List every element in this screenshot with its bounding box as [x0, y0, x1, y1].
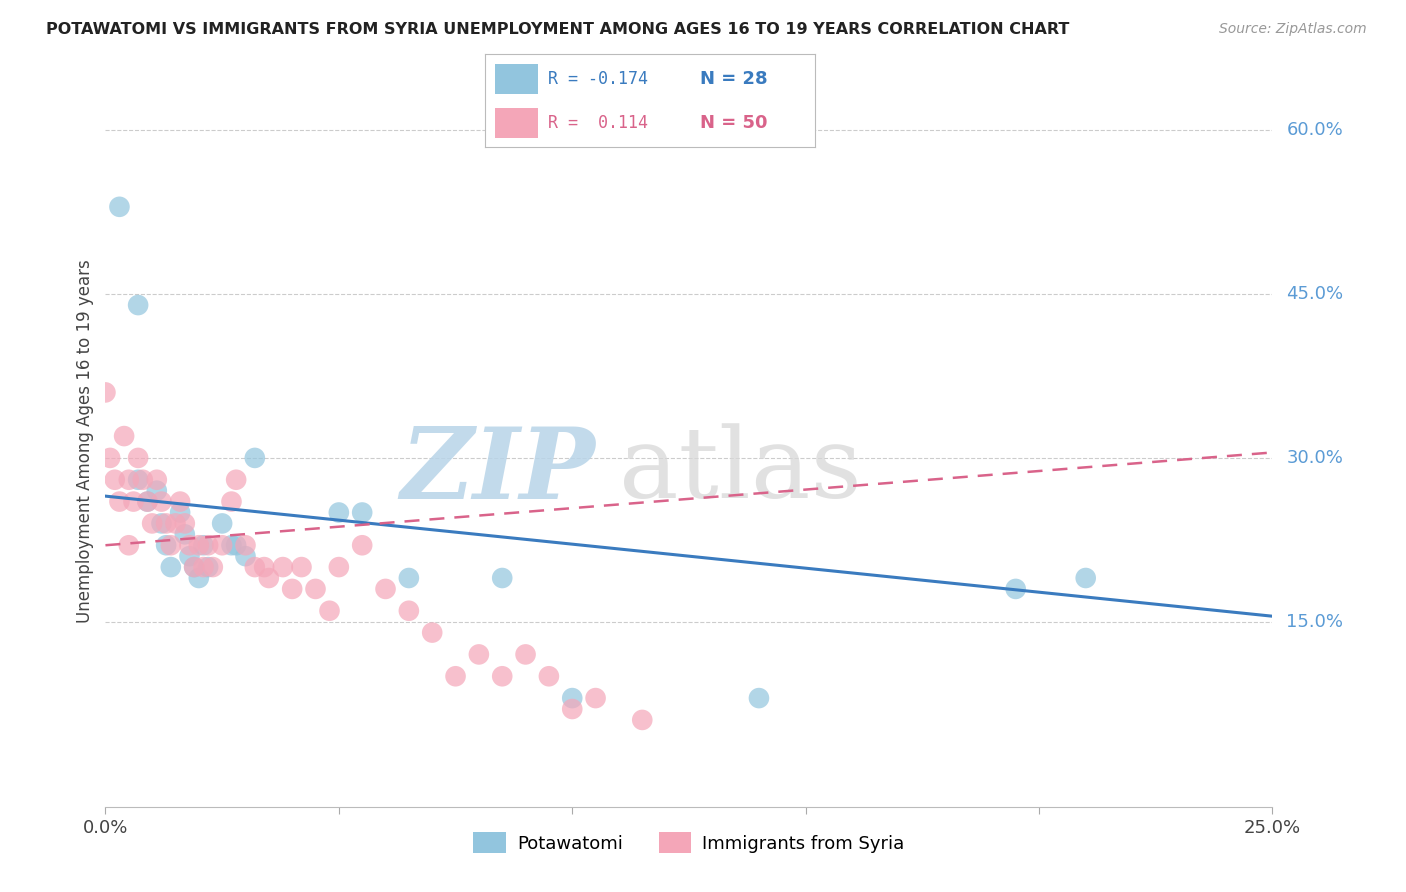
Point	[444, 669, 467, 683]
Point	[352, 538, 374, 552]
Point	[420, 625, 443, 640]
Point	[127, 450, 149, 465]
Text: Source: ZipAtlas.com: Source: ZipAtlas.com	[1219, 22, 1367, 37]
Text: R = -0.174: R = -0.174	[548, 70, 648, 87]
Point	[221, 494, 243, 508]
Point	[112, 429, 135, 443]
Point	[173, 527, 195, 541]
Point	[108, 494, 131, 508]
Point	[235, 538, 257, 552]
Point	[132, 473, 155, 487]
Text: atlas: atlas	[619, 423, 862, 518]
Point	[281, 582, 304, 596]
Point	[290, 560, 312, 574]
Point	[169, 494, 191, 508]
Bar	[495, 64, 538, 94]
Point	[118, 473, 141, 487]
Point	[136, 494, 159, 508]
Point	[211, 516, 233, 531]
Point	[118, 538, 141, 552]
Point	[183, 560, 205, 574]
Y-axis label: Unemployment Among Ages 16 to 19 years: Unemployment Among Ages 16 to 19 years	[76, 260, 94, 624]
Point	[173, 516, 195, 531]
Point	[398, 604, 420, 618]
Point	[243, 450, 266, 465]
Point	[179, 538, 201, 552]
Text: POTAWATOMI VS IMMIGRANTS FROM SYRIA UNEMPLOYMENT AMONG AGES 16 TO 19 YEARS CORRE: POTAWATOMI VS IMMIGRANTS FROM SYRIA UNEM…	[46, 22, 1070, 37]
Point	[127, 473, 149, 487]
Point	[193, 538, 215, 552]
Point	[150, 516, 173, 531]
Point	[271, 560, 294, 574]
Point	[515, 648, 537, 662]
Point	[169, 506, 191, 520]
Point	[468, 648, 491, 662]
Point	[159, 538, 181, 552]
Point	[187, 571, 209, 585]
Text: R =  0.114: R = 0.114	[548, 114, 648, 132]
Point	[1004, 582, 1026, 596]
Point	[352, 506, 374, 520]
Point	[561, 691, 583, 706]
Point	[491, 571, 513, 585]
Point	[561, 702, 583, 716]
Point	[374, 582, 396, 596]
Point	[328, 506, 350, 520]
Legend: Potawatomi, Immigrants from Syria: Potawatomi, Immigrants from Syria	[467, 825, 911, 861]
Point	[183, 560, 205, 574]
Point	[225, 538, 247, 552]
Point	[304, 582, 326, 596]
Point	[197, 560, 219, 574]
Point	[104, 473, 127, 487]
Point	[136, 494, 159, 508]
Text: 15.0%: 15.0%	[1286, 613, 1343, 631]
Text: 45.0%: 45.0%	[1286, 285, 1344, 303]
Point	[221, 538, 243, 552]
Text: ZIP: ZIP	[401, 423, 596, 519]
Point	[165, 516, 187, 531]
Point	[398, 571, 420, 585]
Text: 30.0%: 30.0%	[1286, 449, 1343, 467]
Point	[537, 669, 560, 683]
Point	[257, 571, 280, 585]
Point	[748, 691, 770, 706]
Point	[318, 604, 340, 618]
Point	[94, 385, 117, 400]
Text: 60.0%: 60.0%	[1286, 121, 1343, 139]
Point	[155, 516, 177, 531]
Point	[631, 713, 654, 727]
Point	[179, 549, 201, 564]
Point	[253, 560, 276, 574]
Bar	[495, 108, 538, 138]
Point	[127, 298, 149, 312]
Text: N = 28: N = 28	[700, 70, 768, 87]
Point	[491, 669, 513, 683]
Point	[187, 538, 209, 552]
Point	[211, 538, 233, 552]
Text: N = 50: N = 50	[700, 114, 768, 132]
Point	[201, 560, 224, 574]
Point	[225, 473, 247, 487]
Point	[585, 691, 607, 706]
Point	[146, 483, 169, 498]
Point	[146, 473, 169, 487]
Point	[159, 560, 181, 574]
Point	[328, 560, 350, 574]
Point	[141, 516, 163, 531]
Point	[108, 200, 131, 214]
Point	[150, 494, 173, 508]
Point	[98, 450, 121, 465]
Point	[243, 560, 266, 574]
Point	[1074, 571, 1097, 585]
Point	[122, 494, 145, 508]
Point	[197, 538, 219, 552]
Point	[235, 549, 257, 564]
Point	[193, 560, 215, 574]
Point	[155, 538, 177, 552]
